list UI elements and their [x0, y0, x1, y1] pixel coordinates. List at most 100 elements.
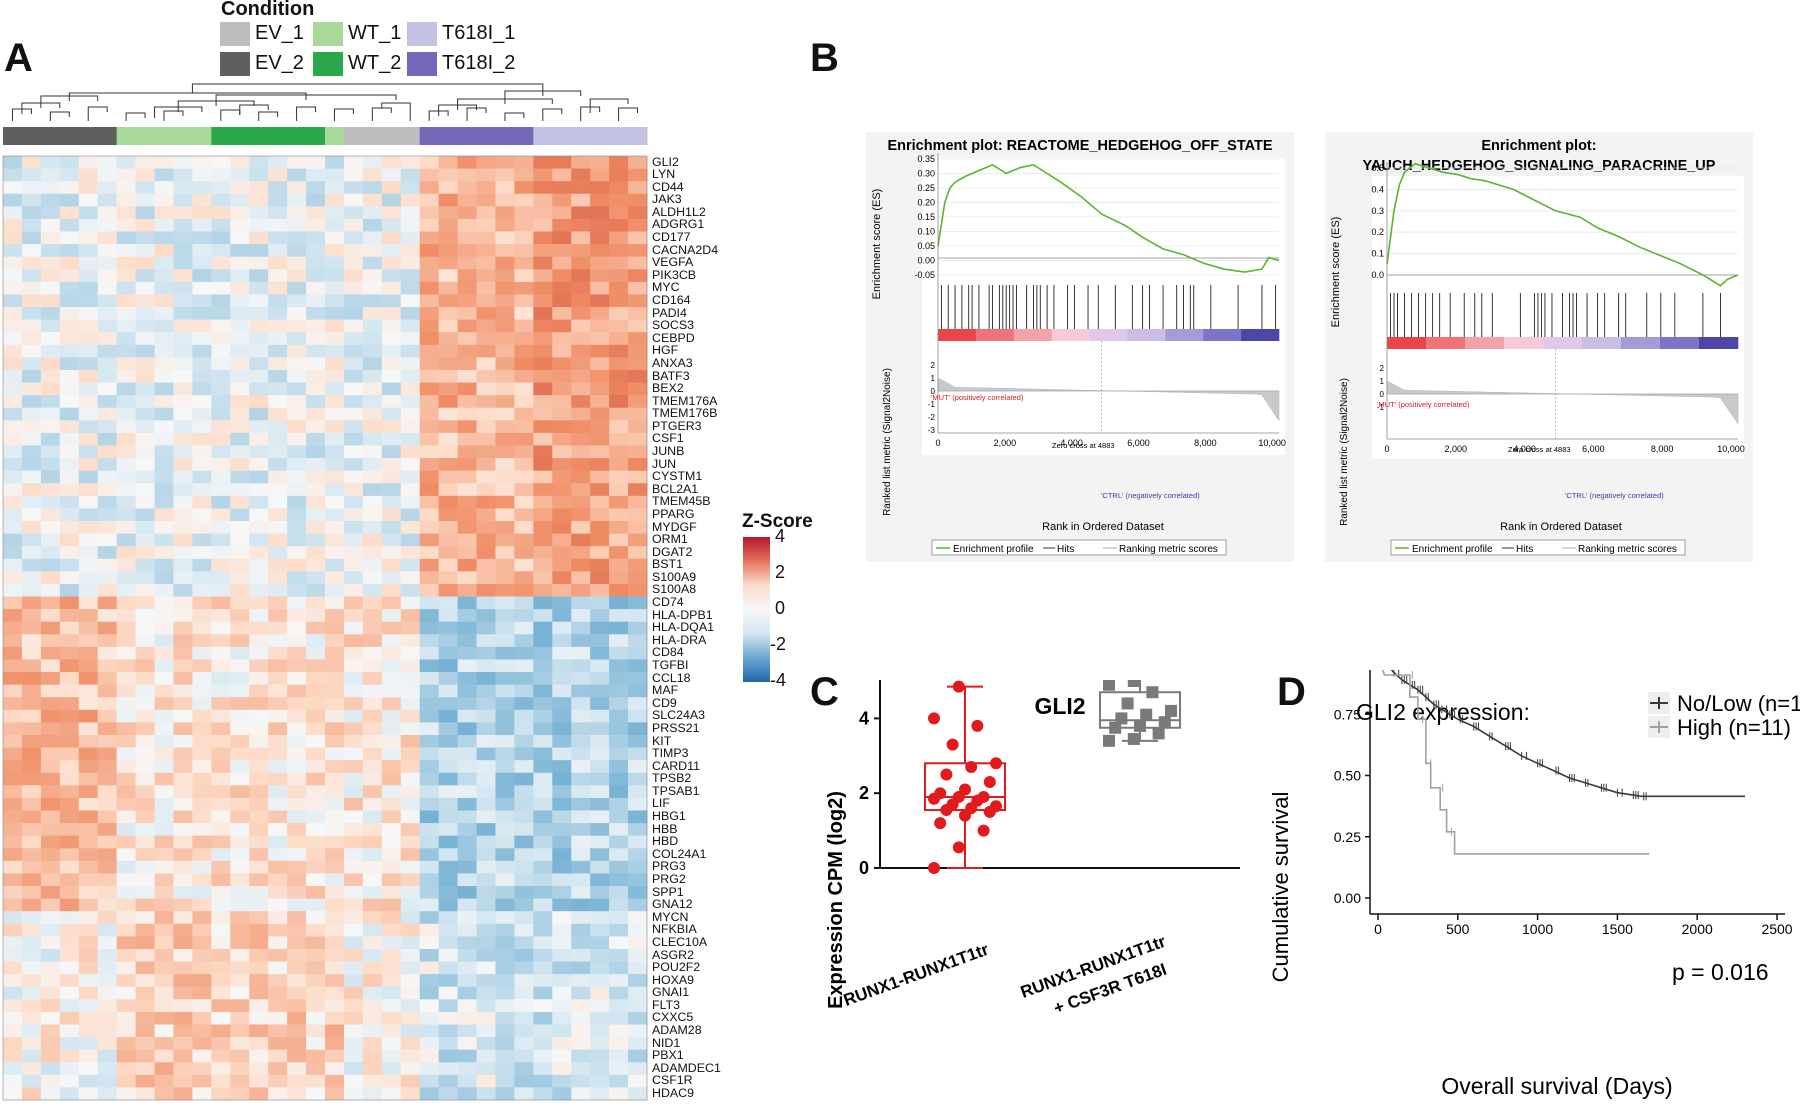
heatmap-cell: [381, 244, 402, 258]
gsea-es-tick: 0.30: [917, 169, 935, 179]
heatmap-cell: [211, 571, 231, 585]
heatmap-cell: [97, 483, 118, 497]
heatmap-cell: [116, 231, 136, 245]
heatmap-cell: [268, 156, 288, 169]
heatmap-cell: [438, 495, 458, 509]
heatmap-cell: [173, 495, 193, 509]
heatmap-cell: [571, 848, 591, 862]
heatmap-cell: [628, 256, 648, 270]
heatmap-cell: [40, 395, 61, 409]
heatmap-cell: [154, 521, 174, 534]
heatmap-cell: [173, 256, 193, 270]
heatmap-cell: [343, 357, 364, 371]
heatmap-cell: [268, 432, 288, 446]
gene-label: SLC24A3: [652, 708, 706, 723]
heatmap-cell: [97, 760, 118, 774]
heatmap-cell: [306, 810, 326, 824]
heatmap-cell: [400, 672, 421, 686]
heatmap-cell: [400, 1049, 421, 1063]
heatmap-cell: [287, 193, 307, 207]
heatmap-cell: [78, 999, 99, 1013]
heatmap-cell: [381, 835, 402, 849]
heatmap-cell: [211, 734, 231, 748]
heatmap-cell: [78, 1049, 99, 1063]
heatmap-cell: [59, 193, 80, 207]
heatmap-cell: [97, 999, 118, 1013]
heatmap-cell: [78, 1011, 99, 1025]
heatmap-cell: [552, 483, 572, 497]
heatmap-cell: [495, 521, 515, 534]
heatmap-cell: [192, 772, 212, 786]
gsea-enrichment-profile: [1386, 162, 1739, 287]
heatmap-cell: [21, 634, 42, 648]
heatmap-cell: [192, 495, 212, 509]
heatmap-cell: [192, 1087, 212, 1101]
heatmap-cell: [135, 596, 155, 610]
heatmap-cell: [154, 898, 174, 912]
heatmap-cell: [78, 168, 99, 182]
heatmap-cell: [571, 697, 591, 711]
heatmap-cell: [97, 181, 118, 195]
gsea-x-tick: 2,000: [1445, 444, 1468, 454]
heatmap-cell: [325, 1024, 345, 1038]
heatmap-cell: [552, 1062, 572, 1076]
heatmap-cell: [343, 986, 364, 1000]
heatmap-cell: [457, 596, 477, 610]
heatmap-cell: [3, 1011, 23, 1025]
heatmap-cell: [590, 1024, 610, 1038]
heatmap-cell: [230, 797, 250, 811]
heatmap-cell: [571, 797, 591, 811]
heatmap-cell: [78, 332, 99, 346]
heatmap-cell: [362, 747, 383, 761]
heatmap-cell: [476, 734, 496, 748]
heatmap-cell: [59, 432, 80, 446]
heatmap-cell: [343, 596, 364, 610]
heatmap-cell: [381, 923, 402, 937]
heatmap-cell: [476, 483, 496, 497]
heatmap-cell: [590, 546, 610, 560]
heatmap-cell: [438, 684, 458, 698]
heatmap-cell: [495, 369, 515, 383]
heatmap-cell: [211, 281, 231, 295]
heatmap-cell: [609, 923, 629, 937]
heatmap-cell: [343, 445, 364, 459]
heatmap-cell: [135, 1087, 155, 1101]
heatmap-cell: [21, 382, 42, 396]
heatmap-cell: [590, 898, 610, 912]
heatmap-cell: [362, 445, 383, 459]
heatmap-cell: [40, 193, 61, 207]
heatmap-cell: [211, 357, 231, 371]
heatmap-cell: [325, 483, 345, 497]
heatmap-cell: [590, 156, 610, 169]
heatmap-cell: [419, 269, 440, 283]
heatmap-cell: [211, 911, 231, 925]
gsea-2-neg-label: 'CTRL' (negatively correlated): [1565, 491, 1664, 500]
heatmap-cell: [457, 709, 477, 723]
heatmap-cell: [287, 823, 307, 837]
heatmap-cell: [400, 860, 421, 874]
km-axes: 0.000.250.500.751.0005001000150020002500: [1334, 670, 1793, 937]
heatmap-cell: [438, 734, 458, 748]
heatmap-cell: [287, 508, 307, 522]
zscore-tick-2: 2: [775, 562, 786, 582]
heatmap-cell: [609, 458, 629, 472]
heatmap-cell: [343, 609, 364, 623]
gsea-1-x-ticks: 0 2,000 4,000 6,000 8,000 10,000: [935, 438, 1285, 448]
heatmap-cell: [40, 697, 61, 711]
heatmap-cell: [514, 181, 534, 195]
heatmap-cell: [419, 785, 440, 799]
heatmap-cell: [59, 621, 80, 635]
heatmap-cell: [438, 294, 458, 308]
heatmap-cell: [533, 823, 553, 837]
heatmap-cell: [154, 646, 174, 660]
heatmap-cell: [21, 974, 42, 988]
heatmap-cell: [552, 558, 572, 572]
heatmap-cell: [97, 672, 118, 686]
heatmap-cell: [419, 646, 440, 660]
heatmap-cell: [59, 911, 80, 925]
gsea-2-es-panel: 0.50.40.30.20.10.0: [1371, 162, 1739, 287]
heatmap-cell: [40, 646, 61, 660]
heatmap-cell: [230, 382, 250, 396]
heatmap-cell: [514, 206, 534, 220]
heatmap-cell: [268, 873, 288, 887]
